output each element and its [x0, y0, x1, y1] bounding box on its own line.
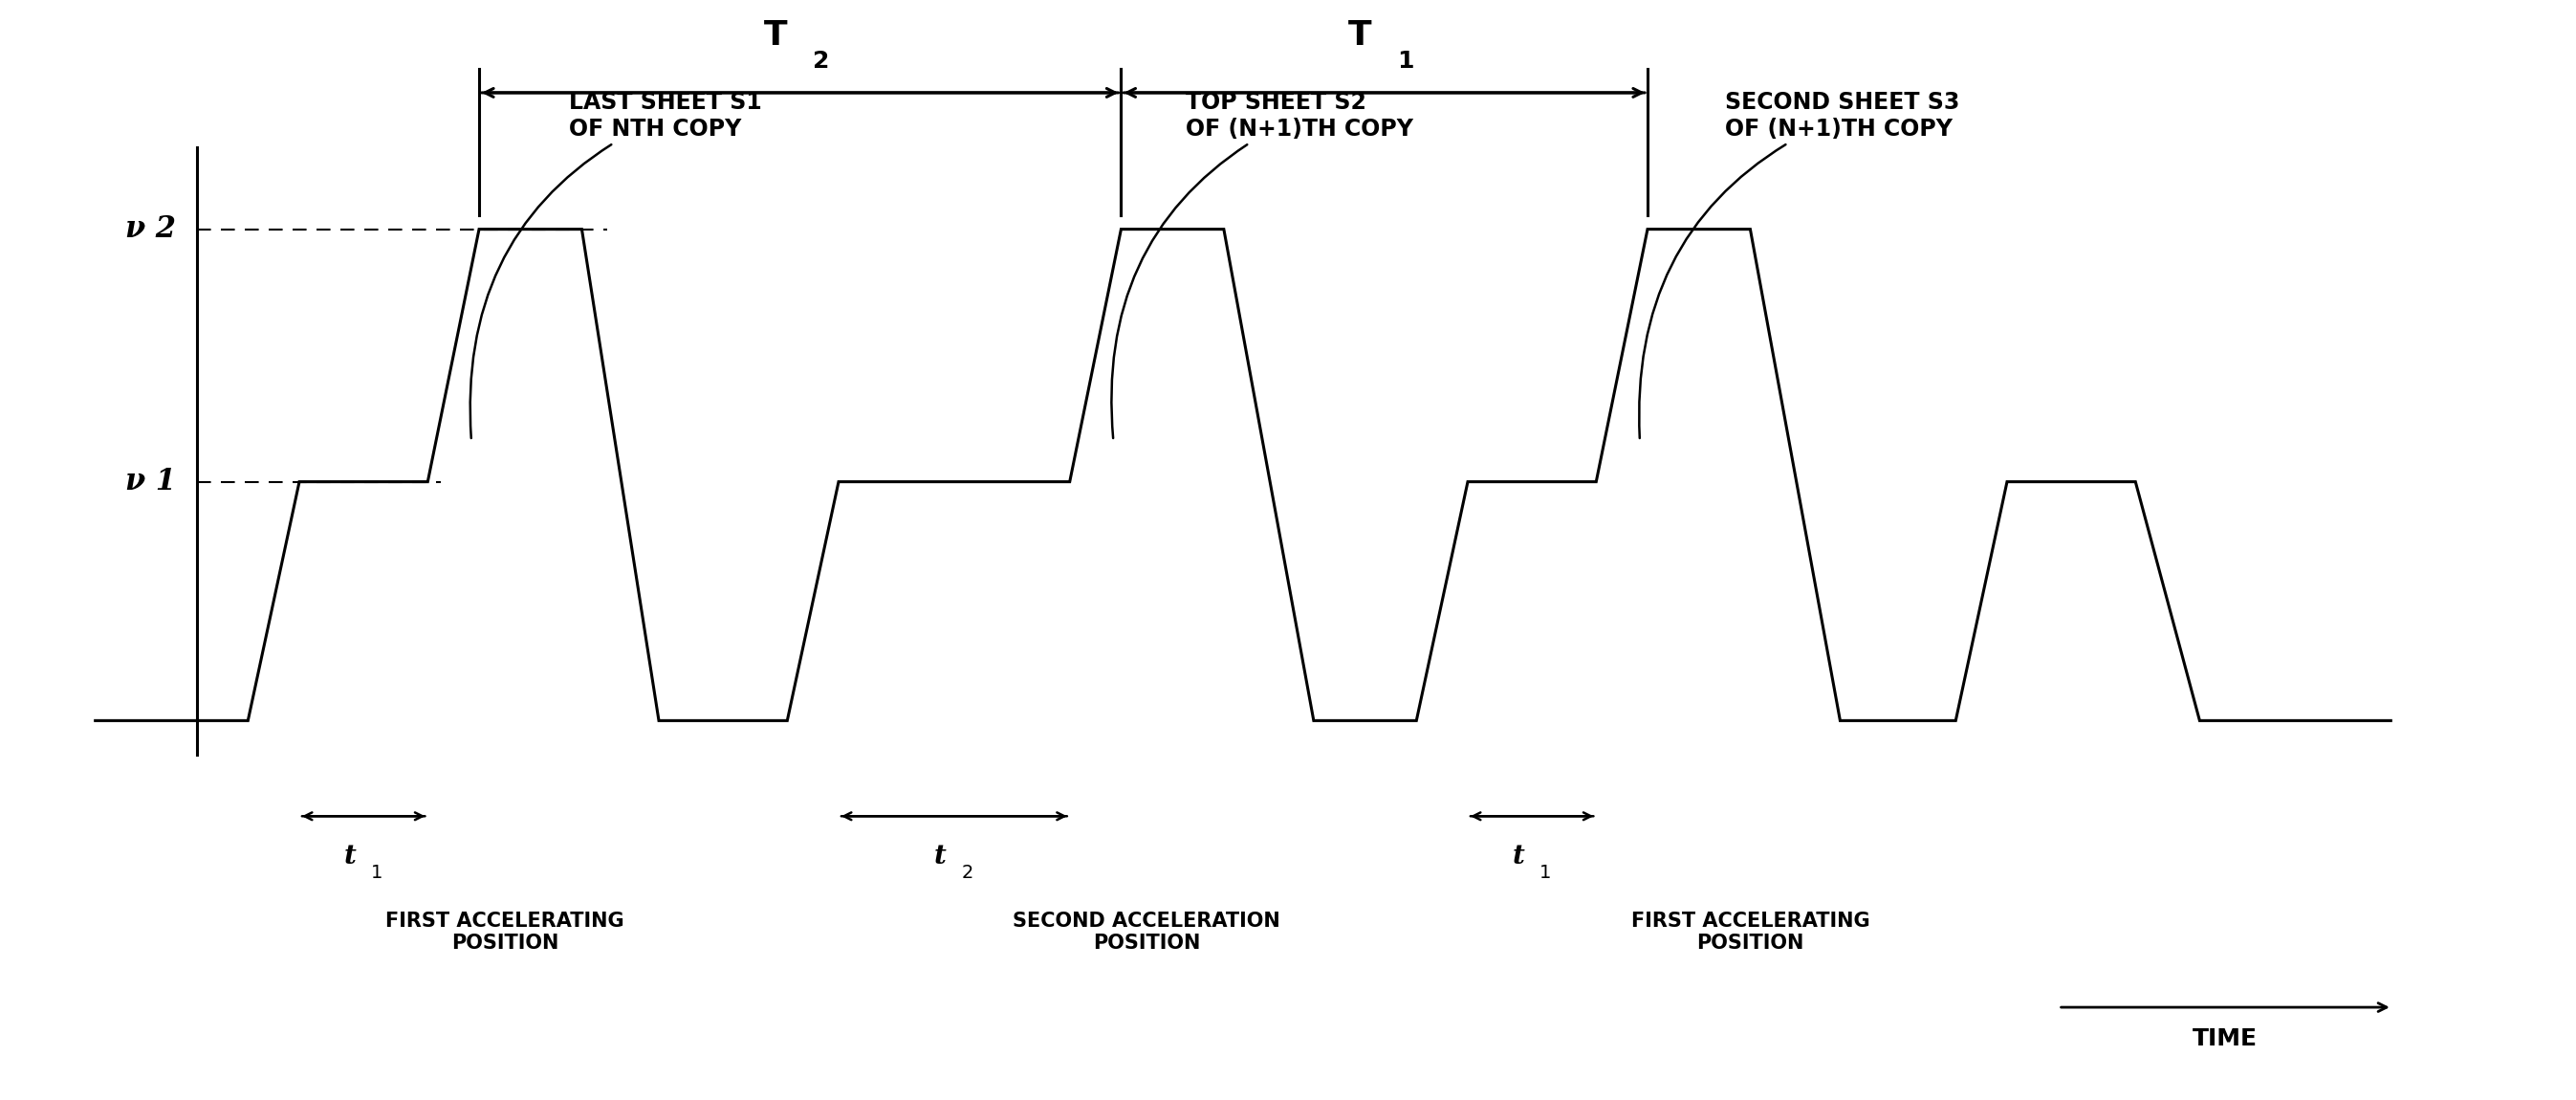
Text: 1: 1: [371, 864, 384, 882]
Text: 1: 1: [1396, 50, 1414, 73]
Text: t: t: [1512, 844, 1525, 869]
Text: 2: 2: [814, 50, 829, 73]
Text: t: t: [935, 844, 945, 869]
Text: LAST SHEET S1
OF NTH COPY: LAST SHEET S1 OF NTH COPY: [471, 91, 762, 438]
Text: FIRST ACCELERATING
POSITION: FIRST ACCELERATING POSITION: [386, 912, 623, 953]
Text: TOP SHEET S2
OF (N+1)TH COPY: TOP SHEET S2 OF (N+1)TH COPY: [1110, 91, 1412, 438]
Text: ν 2: ν 2: [126, 214, 175, 244]
Text: 1: 1: [1540, 864, 1551, 882]
Text: T: T: [762, 19, 788, 52]
Text: T: T: [1347, 19, 1370, 52]
Text: ν 1: ν 1: [126, 466, 175, 496]
Text: 2: 2: [961, 864, 974, 882]
Text: t: t: [343, 844, 355, 869]
Text: FIRST ACCELERATING
POSITION: FIRST ACCELERATING POSITION: [1631, 912, 1870, 953]
Text: SECOND ACCELERATION
POSITION: SECOND ACCELERATION POSITION: [1012, 912, 1280, 953]
Text: TIME: TIME: [2192, 1027, 2257, 1050]
Text: SECOND SHEET S3
OF (N+1)TH COPY: SECOND SHEET S3 OF (N+1)TH COPY: [1638, 91, 1960, 438]
